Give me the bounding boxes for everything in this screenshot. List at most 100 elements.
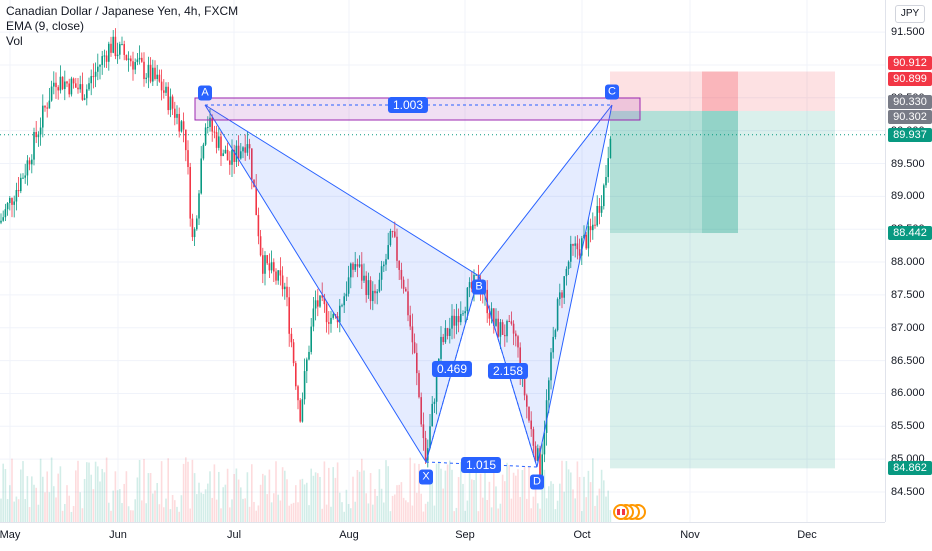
- stop-zone-overlay: [702, 71, 738, 111]
- target-zone-overlay: [702, 110, 738, 234]
- volume-bar: [585, 497, 587, 522]
- candle-body: [543, 432, 546, 455]
- volume-bar: [237, 479, 240, 522]
- volume-bar: [539, 508, 541, 522]
- candle-body: [512, 323, 515, 334]
- time-scale[interactable]: May Jun Jul Aug Sep Oct Nov Dec: [0, 522, 885, 551]
- volume-bar: [490, 507, 493, 522]
- volume-indicator-label[interactable]: Vol: [6, 34, 23, 48]
- volume-bar: [136, 477, 139, 522]
- candle-body: [284, 286, 286, 290]
- candle-body: [224, 149, 227, 154]
- candle-body: [589, 226, 592, 231]
- candle-body: [539, 448, 541, 478]
- volume-bar: [251, 464, 253, 522]
- point-a-label: A: [198, 85, 212, 101]
- volume-bar: [257, 505, 260, 522]
- price-tag: 88.442: [888, 226, 932, 240]
- volume-bar: [270, 502, 273, 522]
- candle-body: [72, 78, 75, 84]
- chart-area[interactable]: Canadian Dollar / Japanese Yen, 4h, FXCM…: [0, 0, 885, 522]
- volume-bar: [548, 486, 550, 522]
- candle-body: [609, 138, 612, 159]
- volume-bar: [323, 461, 326, 522]
- candle-body: [596, 205, 598, 226]
- volume-bar: [545, 498, 548, 522]
- candle-body: [266, 255, 268, 264]
- candle-body: [416, 352, 418, 374]
- volume-bar: [581, 511, 583, 522]
- candle-body: [457, 316, 460, 323]
- volume-bar: [154, 490, 156, 522]
- volume-bar: [174, 500, 176, 522]
- volume-bar: [534, 483, 537, 522]
- candle-body: [501, 322, 504, 335]
- candle-body: [171, 96, 174, 109]
- price-tick-label: 89.000: [891, 190, 925, 203]
- candle-body: [519, 347, 521, 375]
- volume-bar: [295, 485, 297, 522]
- volume-bar: [246, 472, 249, 522]
- price-tag: 90.912: [888, 55, 932, 70]
- volume-bar: [455, 507, 458, 522]
- volume-bar: [603, 480, 605, 522]
- candle-body: [231, 149, 233, 165]
- currency-button[interactable]: JPY: [895, 5, 925, 23]
- volume-bar: [365, 493, 367, 522]
- volume-bar: [66, 485, 68, 522]
- candle-body: [46, 107, 48, 109]
- candle-body: [431, 403, 433, 427]
- volume-bar: [79, 492, 81, 522]
- candle-body: [361, 264, 363, 281]
- volume-bar: [147, 473, 150, 522]
- volume-bar: [398, 484, 400, 522]
- candle-body: [127, 58, 130, 60]
- volume-bar: [88, 462, 90, 522]
- volume-bar: [178, 511, 180, 522]
- price-scale[interactable]: 91.50091.00090.50090.00089.50089.00088.5…: [885, 0, 932, 522]
- volume-bar: [288, 505, 290, 522]
- volume-bar: [215, 499, 218, 522]
- volume-bar: [6, 499, 9, 522]
- candle-body: [196, 218, 198, 230]
- price-tick-label: 84.500: [891, 486, 925, 498]
- point-b-label: B: [472, 279, 486, 295]
- volume-bar: [317, 473, 319, 522]
- candle-body: [598, 205, 601, 213]
- ema-indicator-label[interactable]: EMA (9, close): [6, 19, 85, 33]
- candle-body: [4, 209, 7, 218]
- volume-bar: [207, 483, 209, 522]
- volume-bar: [301, 478, 304, 522]
- candle-body: [365, 275, 367, 296]
- volume-bar: [552, 483, 554, 522]
- price-tag: 90.302: [888, 109, 932, 124]
- volume-bar: [17, 499, 20, 522]
- volume-bar: [64, 503, 66, 522]
- candle-body: [475, 274, 477, 276]
- candle-body: [123, 44, 125, 55]
- volume-bar: [55, 497, 57, 522]
- volume-bar: [429, 477, 431, 522]
- candle-body: [156, 74, 158, 79]
- volume-bar: [112, 490, 114, 522]
- ratio-xb-label: 0.469: [431, 361, 473, 377]
- candle-body: [387, 245, 389, 260]
- candle-body: [110, 43, 112, 53]
- volume-bar: [72, 506, 75, 522]
- time-tick-label: May: [0, 529, 21, 541]
- volume-bar: [521, 470, 524, 522]
- candle-body: [411, 326, 414, 343]
- volume-bar: [273, 493, 275, 522]
- volume-bar: [77, 460, 79, 522]
- volume-bar: [512, 472, 515, 522]
- candle-body: [257, 215, 260, 237]
- candle-body: [251, 148, 253, 180]
- volume-bar: [101, 468, 103, 522]
- price-chart[interactable]: [0, 0, 885, 522]
- candle-body: [185, 129, 187, 151]
- candle-body: [490, 308, 493, 319]
- volume-bar: [24, 499, 26, 522]
- volume-bar: [559, 483, 561, 522]
- volume-bar: [299, 479, 301, 522]
- events-icon[interactable]: [612, 502, 648, 522]
